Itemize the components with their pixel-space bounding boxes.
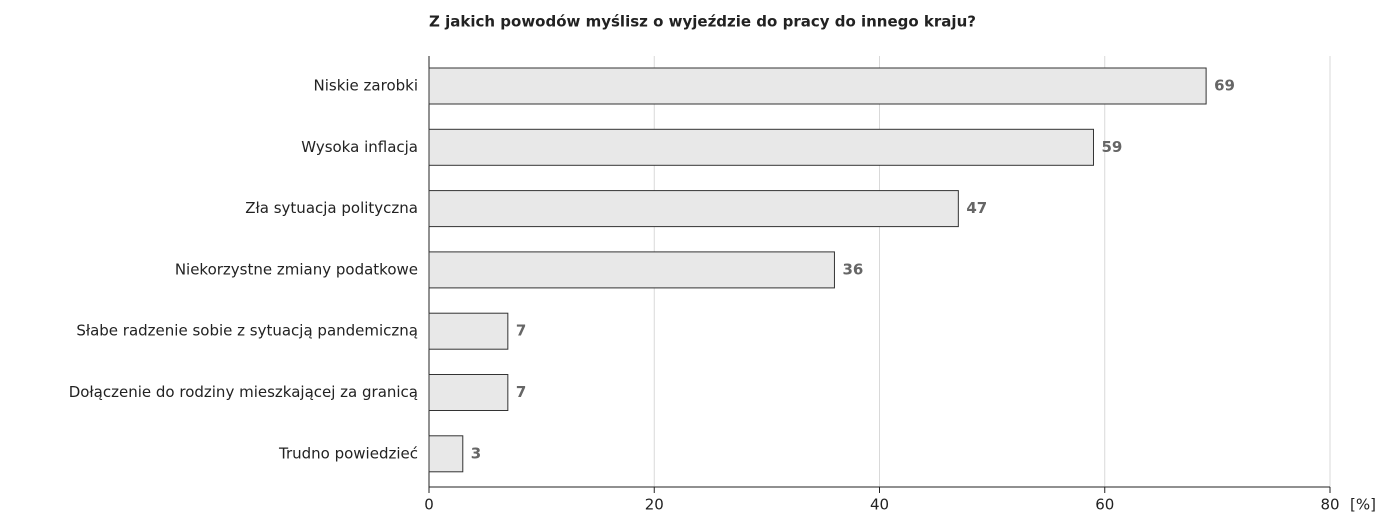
x-axis-label: [%]: [1350, 496, 1376, 514]
bar: [428, 128, 1094, 166]
bar: [428, 312, 509, 350]
value-label: 47: [966, 199, 987, 217]
y-tick-label: Zła sytuacja polityczna: [245, 199, 418, 217]
x-tick-label: 0: [424, 496, 434, 514]
y-tick-label: Dołączenie do rodziny mieszkającej za gr…: [69, 383, 418, 401]
value-label: 59: [1101, 138, 1122, 156]
chart-title: Z jakich powodów myślisz o wyjeździe do …: [429, 13, 976, 31]
value-label: 69: [1214, 77, 1235, 95]
bar: [428, 374, 509, 411]
bar: [428, 435, 464, 473]
value-label: 7: [516, 322, 526, 340]
bar: [428, 190, 959, 228]
bar: [428, 251, 835, 289]
value-label: 7: [516, 383, 526, 401]
x-tick-label: 20: [645, 496, 664, 514]
x-tick-label: 40: [870, 496, 889, 514]
x-tick-label: 80: [1320, 496, 1339, 514]
y-tick-label: Niekorzystne zmiany podatkowe: [175, 260, 418, 278]
y-tick-label: Trudno powiedzieć: [278, 444, 418, 462]
value-label: 36: [842, 260, 863, 278]
y-tick-label: Niskie zarobki: [313, 77, 418, 95]
y-tick-label: Wysoka inflacja: [301, 138, 418, 156]
bar: [428, 67, 1207, 105]
x-tick-label: 60: [1095, 496, 1114, 514]
value-label: 3: [471, 444, 481, 462]
y-tick-label: Słabe radzenie sobie z sytuacją pandemic…: [76, 322, 418, 340]
